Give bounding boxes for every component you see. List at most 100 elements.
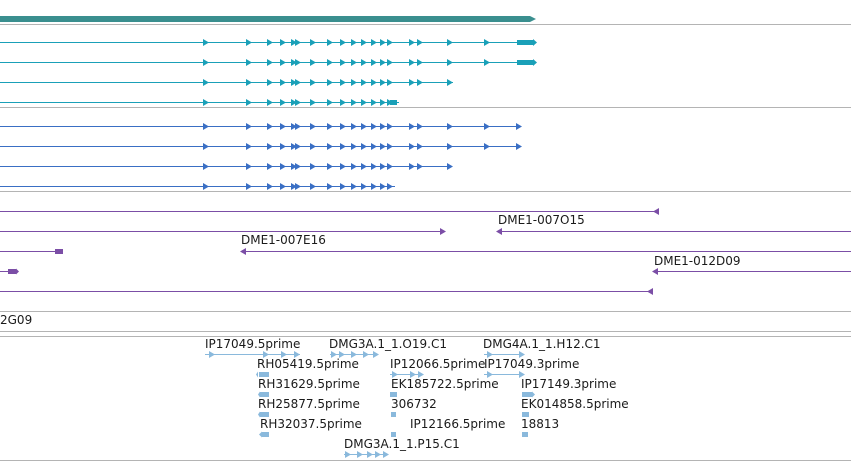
est-label-ek014858[interactable]: EK014858.5prime bbox=[521, 397, 629, 411]
gene-span-bar bbox=[0, 16, 536, 22]
transcript-teal-3-exon-arrow bbox=[291, 79, 297, 86]
transcript-teal-1-tip bbox=[533, 39, 537, 46]
transcript-teal-2-exon-arrow bbox=[371, 59, 377, 66]
est-ip17049-5prime-arrow bbox=[209, 351, 215, 358]
transcript-blue-3-exon-arrow bbox=[361, 163, 367, 170]
transcript-teal-4-exon-arrow bbox=[267, 99, 273, 106]
transcript-blue-2-exon-arrow bbox=[387, 143, 393, 150]
est-label-rh31629[interactable]: RH31629.5prime bbox=[258, 377, 360, 391]
transcript-teal-2-exon-arrow bbox=[484, 59, 490, 66]
transcript-teal-2-exon-arrow bbox=[280, 59, 286, 66]
est-label-rh25877[interactable]: RH25877.5prime bbox=[258, 397, 360, 411]
est-label-18813[interactable]: 18813 bbox=[521, 417, 560, 431]
transcript-blue-4-exon-arrow bbox=[380, 183, 386, 190]
transcript-blue-1-exon-arrow bbox=[327, 123, 333, 130]
est-ip17149-block bbox=[522, 392, 532, 397]
transcript-teal-4-exon-arrow bbox=[246, 99, 252, 106]
clone-label-007e16[interactable]: DME1-007E16 bbox=[241, 233, 326, 247]
transcript-blue-3-exon-arrow bbox=[417, 163, 423, 170]
est-rh05419-tip bbox=[256, 371, 258, 378]
transcript-blue-1-exon-arrow bbox=[387, 123, 393, 130]
transcript-teal-1-exon-arrow bbox=[387, 39, 393, 46]
transcript-blue-4-exon-arrow bbox=[387, 183, 393, 190]
est-label-ip17049-3prime[interactable]: IP17049.3prime bbox=[484, 357, 580, 371]
est-label-dmg3a-o19[interactable]: DMG3A.1_1.O19.C1 bbox=[329, 337, 447, 351]
transcript-teal-1-utr-block bbox=[517, 40, 533, 45]
transcript-teal-3-exon-arrow bbox=[310, 79, 316, 86]
clone-label-2g09[interactable]: 2G09 bbox=[0, 313, 33, 327]
transcript-blue-4-exon-arrow bbox=[361, 183, 367, 190]
est-dmg3a-o19-arrow bbox=[339, 351, 345, 358]
clone-track-7-block bbox=[8, 269, 16, 274]
est-label-rh05419[interactable]: RH05419.5prime bbox=[257, 357, 359, 371]
est-label-dmg4a-h12[interactable]: DMG4A.1_1.H12.C1 bbox=[483, 337, 601, 351]
transcript-teal-3-exon-arrow bbox=[361, 79, 367, 86]
transcript-blue-3-exon-arrow bbox=[291, 163, 297, 170]
est-label-rh32037[interactable]: RH32037.5prime bbox=[260, 417, 362, 431]
transcript-teal-2-exon-arrow bbox=[203, 59, 209, 66]
est-label-ip17049-5prime[interactable]: IP17049.5prime bbox=[205, 337, 301, 351]
transcript-teal-4-exon-arrow bbox=[291, 99, 297, 106]
transcript-blue-3-exon-arrow bbox=[387, 163, 393, 170]
transcript-teal-4-exon-arrow bbox=[280, 99, 286, 106]
transcript-blue-3-exon-arrow bbox=[409, 163, 415, 170]
est-label-dmg3a-p15[interactable]: DMG3A.1_1.P15.C1 bbox=[344, 437, 460, 451]
transcript-blue-2-exon-arrow bbox=[246, 143, 252, 150]
transcript-teal-2-exon-arrow bbox=[409, 59, 415, 66]
transcript-teal-2-tip bbox=[533, 59, 537, 66]
transcript-blue-4-exon-arrow bbox=[351, 183, 357, 190]
transcript-teal-1-exon-arrow bbox=[267, 39, 273, 46]
transcript-teal-1-exon-arrow bbox=[280, 39, 286, 46]
est-dmg3a-p15-arrow bbox=[357, 451, 363, 458]
transcript-teal-2-exon-arrow bbox=[380, 59, 386, 66]
transcript-teal-1-exon-arrow bbox=[380, 39, 386, 46]
est-label-ip17149[interactable]: IP17149.3prime bbox=[521, 377, 617, 391]
transcript-blue-3-exon-arrow bbox=[310, 163, 316, 170]
est-label-306732[interactable]: 306732 bbox=[391, 397, 437, 411]
clone-track-3-arrow bbox=[496, 228, 502, 235]
transcript-teal-2-exon-arrow bbox=[267, 59, 273, 66]
transcript-blue-4-exon-arrow bbox=[340, 183, 346, 190]
est-ip17049-5prime-arrow bbox=[281, 351, 287, 358]
est-dmg3a-p15-arrow bbox=[345, 451, 351, 458]
transcript-blue-4-exon-arrow bbox=[267, 183, 273, 190]
est-dmg3a-p15-arrow bbox=[383, 451, 389, 458]
transcript-blue-1-exon-arrow bbox=[361, 123, 367, 130]
transcript-blue-2-exon-arrow bbox=[409, 143, 415, 150]
transcript-blue-4-exon-arrow bbox=[280, 183, 286, 190]
transcript-teal-4-exon-arrow bbox=[380, 99, 386, 106]
transcript-blue-3-exon-arrow bbox=[380, 163, 386, 170]
est-rh25877-block bbox=[260, 412, 269, 417]
transcript-blue-2-exon-arrow bbox=[267, 143, 273, 150]
est-ip12066-arrow bbox=[410, 371, 416, 378]
clone-track-6-arrow bbox=[652, 268, 658, 275]
clone-track-1-arrow bbox=[653, 208, 659, 215]
clone-label-007o15[interactable]: DME1-007O15 bbox=[498, 213, 585, 227]
est-label-ip12166[interactable]: IP12166.5prime bbox=[410, 417, 506, 431]
transcript-teal-2-exon-arrow bbox=[291, 59, 297, 66]
est-rh31629-block bbox=[260, 392, 269, 397]
transcript-blue-1-exon-arrow bbox=[351, 123, 357, 130]
transcript-teal-1-exon-arrow bbox=[327, 39, 333, 46]
transcript-blue-2-exon-arrow bbox=[516, 143, 522, 150]
transcript-teal-1-exon-arrow bbox=[361, 39, 367, 46]
est-dmg3a-p15-arrow bbox=[367, 451, 373, 458]
transcript-teal-2-utr-block bbox=[517, 60, 533, 65]
transcript-blue-2-exon-arrow bbox=[417, 143, 423, 150]
est-label-ip12066[interactable]: IP12066.5prime bbox=[390, 357, 486, 371]
transcript-blue-2-exon-arrow bbox=[291, 143, 297, 150]
est-ek014858-block bbox=[522, 412, 529, 417]
clone-label-012d09[interactable]: DME1-012D09 bbox=[654, 254, 741, 268]
transcript-teal-3-exon-arrow bbox=[295, 79, 301, 86]
est-rh25877-tip bbox=[258, 411, 260, 418]
est-dmg3a-o19-arrow bbox=[373, 351, 379, 358]
transcript-teal-4-exon-arrow bbox=[351, 99, 357, 106]
transcript-teal-4-exon-arrow bbox=[361, 99, 367, 106]
transcript-blue-1-exon-arrow bbox=[267, 123, 273, 130]
est-label-ek185722[interactable]: EK185722.5prime bbox=[391, 377, 499, 391]
transcript-blue-2-exon-arrow bbox=[361, 143, 367, 150]
transcript-blue-4-exon-arrow bbox=[291, 183, 297, 190]
transcript-blue-3-exon-arrow bbox=[246, 163, 252, 170]
transcript-teal-2-exon-arrow bbox=[351, 59, 357, 66]
